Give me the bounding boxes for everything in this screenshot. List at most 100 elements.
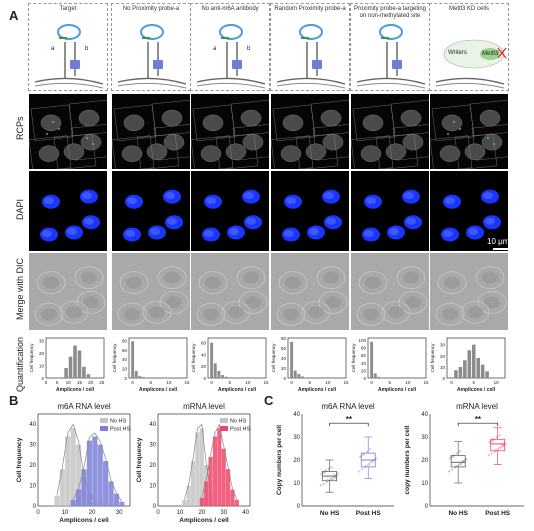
x-tick-label: 0: [45, 380, 48, 385]
quant-hist-svg: 0 10 20 30 0 5 10 15 20 25 Amplicons / cell Cell fr…: [29, 337, 105, 392]
schematic-label: Mettl3: [482, 51, 499, 57]
schematic-4: Random Proximity probe-a: [270, 3, 350, 91]
micrograph-image: [123, 189, 183, 242]
y-tick-label: 40: [149, 422, 156, 428]
y-tick-label: 40: [29, 422, 36, 428]
y-tick-label: 30: [293, 435, 300, 441]
y-tick-label: 60: [201, 341, 207, 346]
histogram-bar: [217, 370, 221, 378]
y-tick-label: 10: [421, 481, 428, 487]
micrograph-dic-4: [270, 252, 350, 331]
histogram-bar: [86, 440, 92, 506]
row-label-quantification: Quantification: [15, 336, 25, 392]
micrograph-image: [40, 189, 100, 242]
histogram-bar: [64, 368, 68, 378]
x-tick-label: 30: [220, 510, 227, 516]
schematic-drawing: [117, 24, 187, 89]
histogram-bar: [59, 469, 65, 506]
histogram-bar: [142, 377, 145, 378]
x-tick-label: 0: [36, 510, 40, 516]
x-tick-label: 5: [473, 380, 476, 385]
micrograph-image: [34, 266, 106, 326]
x-tick-label: 10: [62, 510, 69, 516]
chart-b-m6a: m6A RNA level 0 10 20 30 40 0 10 20 30 Amplicons /…: [12, 398, 134, 526]
histogram-bar: [138, 376, 142, 378]
histogram-bar: [234, 499, 239, 506]
legend-label: No HS: [230, 419, 247, 425]
schematic-title: Random Proximity probe-a: [274, 6, 346, 12]
y-axis-label: Cell frequency: [16, 437, 23, 482]
micrograph-image: [196, 266, 268, 326]
x-axis-label: Amplicons / cell: [59, 517, 109, 524]
histogram-bar: [208, 456, 213, 506]
y-tick-label: 60: [122, 348, 128, 353]
x-tick-label: 10: [245, 380, 251, 385]
histogram-bar: [195, 432, 200, 506]
x-tick-label: 0: [156, 510, 160, 516]
quant-hist-3: 0 20 40 60 0 5 10 15 Amplicons / cell Cell freque…: [190, 334, 270, 392]
y-tick-label: 100: [358, 338, 366, 343]
histogram-bar: [373, 373, 377, 378]
x-tick-label: 0: [131, 380, 134, 385]
histogram-bar: [86, 374, 91, 378]
row-label-rcps: RCPs: [15, 116, 25, 140]
y-tick-label: 60: [281, 346, 287, 351]
y-tick-label: 0: [297, 504, 301, 510]
schematic-1: Target a b: [28, 3, 108, 91]
micrograph-image: [276, 266, 348, 326]
schematic-title: Target: [59, 6, 77, 12]
x-category-label: No HS: [320, 510, 340, 517]
x-tick-label: 20: [89, 510, 96, 516]
x-axis-label: Amplicons / cell: [457, 387, 496, 392]
micrograph-image: [282, 189, 342, 242]
histogram-bar: [119, 501, 125, 506]
scale-bar-label: 10 μm: [487, 237, 510, 246]
x-tick-label: 40: [242, 510, 249, 516]
schematic-title: Mettl3 KD cells: [448, 6, 489, 12]
micrograph-dic-1: [28, 252, 108, 331]
y-tick-label: 10: [440, 365, 446, 370]
histogram-bar: [471, 344, 476, 378]
legend-swatch: [220, 418, 228, 423]
micrograph-dic-3: [190, 252, 270, 331]
micrograph-dic-5: [350, 252, 430, 331]
chart-c-mrna: mRNA level No HS Post HS ** 0 10 20 30 40 copy nu…: [400, 398, 530, 526]
histogram-bar: [186, 485, 191, 506]
chart-title: m6A RNA level: [57, 402, 111, 411]
quant-hist-svg: 0 20 40 60 80 100 0 5 10 15 Amplicons / cell Cell f…: [351, 337, 429, 392]
x-axis-label: Amplicons / cell: [179, 517, 229, 524]
legend-label: No HS: [110, 419, 127, 425]
histogram-bar: [76, 444, 82, 506]
x-tick-label: 15: [343, 380, 349, 385]
y-tick-label: 30: [421, 435, 428, 441]
histogram-bar: [97, 444, 103, 506]
y-tick-label: 0: [153, 504, 157, 510]
y-tick-label: 0: [203, 376, 206, 381]
y-tick-label: 20: [122, 367, 128, 372]
legend-swatch: [100, 426, 108, 431]
x-tick-label: 5: [56, 380, 59, 385]
histogram-bar: [65, 436, 71, 506]
histogram-bar: [297, 374, 301, 378]
fit-curve: [183, 423, 211, 500]
micrograph-image: [202, 189, 262, 242]
histogram-bar: [68, 356, 73, 378]
micrograph-dic-6: [429, 252, 509, 331]
y-axis-label: Cell frequency: [191, 343, 196, 373]
y-tick-label: 20: [201, 364, 207, 369]
histogram-bar: [293, 370, 297, 378]
schematic-drawing: [34, 24, 104, 89]
micrograph-image: [351, 99, 429, 169]
x-tick-label: 25: [99, 380, 105, 385]
panel-label-b: B: [9, 393, 19, 408]
panel-label-a: A: [9, 8, 19, 23]
quant-hist-5: 0 20 40 60 80 100 0 5 10 15 Amplicons / cell Cell f…: [350, 334, 430, 392]
histogram-bar: [76, 489, 82, 506]
x-tick-label: 15: [263, 380, 269, 385]
x-axis-label: Amplicons / cell: [298, 387, 337, 392]
y-axis-label: copy numbers per cell: [404, 425, 411, 494]
x-tick-label: 5: [228, 380, 231, 385]
chart-c-m6a-svg: m6A RNA level No HS Post HS ** 0 10 20 30 40 Copy…: [276, 402, 394, 517]
x-category-label: Post HS: [485, 510, 511, 517]
fit-curve: [72, 432, 123, 502]
